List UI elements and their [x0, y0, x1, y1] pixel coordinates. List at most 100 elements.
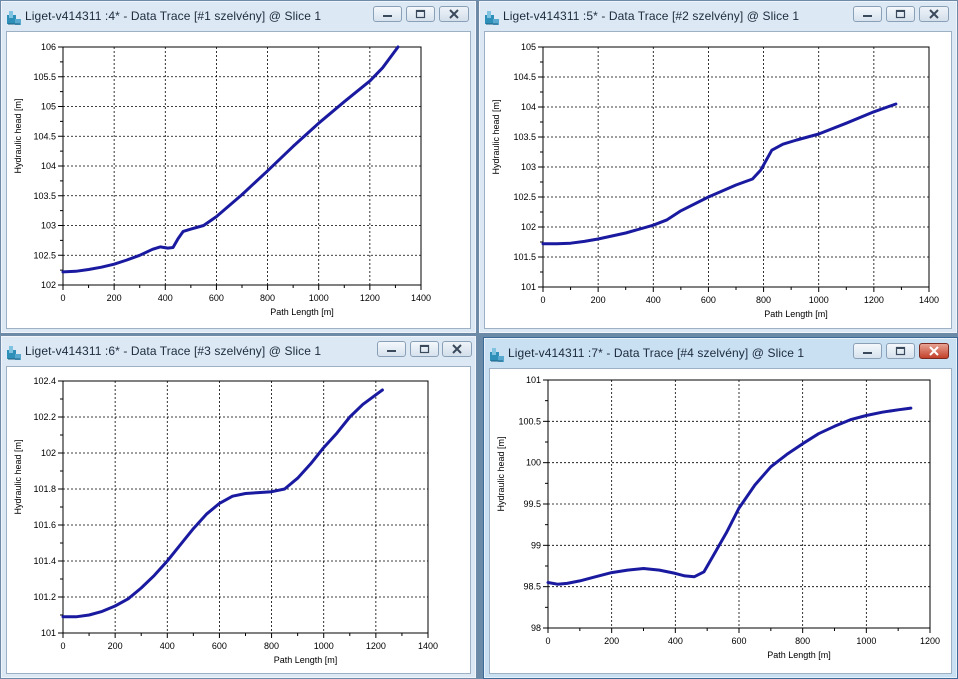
y-tick-label: 101.5 [513, 252, 536, 262]
app-icon [7, 346, 21, 360]
minimize-icon [863, 15, 872, 17]
close-icon [929, 9, 939, 19]
y-tick-label: 105 [521, 42, 536, 52]
x-tick-label: 200 [108, 641, 123, 651]
y-tick-label: 103.5 [33, 191, 56, 201]
maximize-button[interactable] [886, 6, 915, 22]
y-tick-label: 101 [521, 282, 536, 292]
maximize-icon [415, 9, 426, 19]
y-tick-label: 102 [521, 222, 536, 232]
x-tick-label: 0 [545, 636, 550, 646]
x-tick-label: 600 [212, 641, 227, 651]
x-tick-label: 1400 [418, 641, 438, 651]
x-tick-label: 1400 [919, 295, 939, 305]
x-axis-label: Path Length [m] [274, 655, 338, 665]
x-tick-label: 1000 [309, 293, 329, 303]
minimize-button[interactable] [373, 6, 402, 22]
y-tick-label: 102 [41, 280, 56, 290]
chart-area: 0 200 400 600 800 1000 1200 98 98.5 99 99.5 100 100.… [489, 368, 952, 674]
close-button[interactable] [439, 6, 469, 22]
x-tick-label: 600 [209, 293, 224, 303]
title-bar[interactable]: Liget-v414311 :7* - Data Trace [#4 szelv… [484, 338, 957, 368]
close-icon [452, 344, 462, 354]
line-chart: 0 200 400 600 800 1000 1200 1400 102 102.5 103 103.… [13, 42, 431, 317]
y-tick-label: 102 [41, 448, 56, 458]
plot-frame [62, 380, 429, 634]
x-tick-label: 600 [701, 295, 716, 305]
title-bar[interactable]: Liget-v414311 :6* - Data Trace [#3 szelv… [1, 336, 476, 366]
y-tick-label: 101 [526, 375, 541, 385]
x-tick-label: 1000 [856, 636, 876, 646]
x-tick-label: 400 [158, 293, 173, 303]
x-tick-label: 600 [731, 636, 746, 646]
x-tick-label: 0 [540, 295, 545, 305]
data-trace-window-4[interactable]: Liget-v414311 :7* - Data Trace [#4 szelv… [483, 337, 958, 679]
x-tick-label: 400 [668, 636, 683, 646]
x-tick-label: 1200 [864, 295, 884, 305]
y-tick-label: 102.5 [33, 250, 56, 260]
y-tick-label: 99.5 [523, 499, 541, 509]
app-icon [7, 11, 21, 25]
y-tick-label: 99 [531, 540, 541, 550]
minimize-icon [387, 350, 396, 352]
x-tick-label: 800 [756, 295, 771, 305]
minimize-icon [863, 352, 872, 354]
minimize-button[interactable] [853, 6, 882, 22]
x-tick-label: 400 [160, 641, 175, 651]
maximize-button[interactable] [406, 6, 435, 22]
y-tick-label: 98.5 [523, 582, 541, 592]
window-title: Liget-v414311 :6* - Data Trace [#3 szelv… [25, 344, 322, 358]
title-bar[interactable]: Liget-v414311 :5* - Data Trace [#2 szelv… [479, 1, 957, 31]
x-tick-label: 0 [60, 641, 65, 651]
data-trace-window-1[interactable]: Liget-v414311 :4* - Data Trace [#1 szelv… [0, 0, 477, 334]
x-tick-label: 1000 [809, 295, 829, 305]
x-tick-label: 800 [260, 293, 275, 303]
y-tick-label: 101.2 [33, 592, 56, 602]
line-chart: 0 200 400 600 800 1000 1200 98 98.5 99 99.5 100 100.… [496, 375, 940, 660]
y-tick-label: 105.5 [33, 72, 56, 82]
y-tick-label: 104 [521, 102, 536, 112]
minimize-button[interactable] [377, 341, 406, 357]
maximize-icon [895, 9, 906, 19]
close-icon [449, 9, 459, 19]
data-trace-window-2[interactable]: Liget-v414311 :5* - Data Trace [#2 szelv… [478, 0, 958, 334]
x-tick-label: 200 [591, 295, 606, 305]
y-axis-label: Hydraulic head [m] [496, 436, 506, 511]
data-trace-window-3[interactable]: Liget-v414311 :6* - Data Trace [#3 szelv… [0, 335, 477, 679]
close-icon [929, 346, 939, 356]
chart-area: 0 200 400 600 800 1000 1200 1400 101 101.2 101.4 10… [6, 366, 471, 674]
title-bar[interactable]: Liget-v414311 :4* - Data Trace [#1 szelv… [1, 1, 476, 31]
series-line-hydraulic-head [61, 388, 384, 619]
y-tick-label: 103.5 [513, 132, 536, 142]
y-tick-label: 101.4 [33, 556, 56, 566]
minimize-button[interactable] [853, 343, 882, 359]
maximize-button[interactable] [410, 341, 439, 357]
x-tick-label: 200 [107, 293, 122, 303]
x-tick-label: 400 [646, 295, 661, 305]
x-tick-label: 800 [795, 636, 810, 646]
series-line-hydraulic-head [541, 102, 898, 246]
maximize-button[interactable] [886, 343, 915, 359]
y-axis-label: Hydraulic head [m] [13, 98, 23, 173]
x-tick-label: 1200 [360, 293, 380, 303]
x-axis-label: Path Length [m] [767, 650, 831, 660]
y-axis-label: Hydraulic head [m] [13, 439, 23, 514]
y-tick-label: 101.6 [33, 520, 56, 530]
line-chart: 0 200 400 600 800 1000 1200 1400 101 101.5 102 102.… [491, 42, 939, 319]
y-tick-label: 103 [521, 162, 536, 172]
chart-area: 0 200 400 600 800 1000 1200 1400 102 102.5 103 103.… [6, 31, 471, 329]
close-button[interactable] [442, 341, 472, 357]
minimize-icon [383, 15, 392, 17]
x-tick-label: 800 [264, 641, 279, 651]
y-tick-label: 100 [526, 458, 541, 468]
line-chart: 0 200 400 600 800 1000 1200 1400 101 101.2 101.4 10… [13, 376, 438, 665]
x-axis-label: Path Length [m] [764, 309, 828, 319]
y-tick-label: 101 [41, 628, 56, 638]
close-button[interactable] [919, 6, 949, 22]
x-tick-label: 1200 [920, 636, 940, 646]
y-tick-label: 102.5 [513, 192, 536, 202]
close-button[interactable] [919, 343, 949, 359]
y-tick-label: 104.5 [33, 131, 56, 141]
app-icon [485, 11, 499, 25]
y-tick-label: 104 [41, 161, 56, 171]
